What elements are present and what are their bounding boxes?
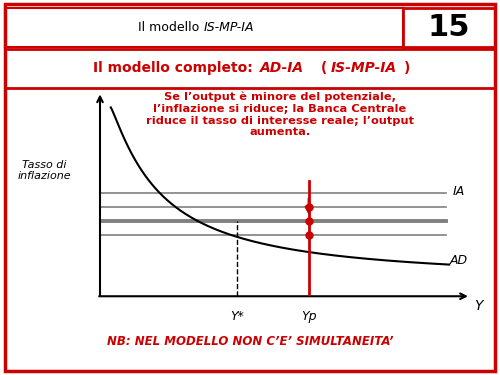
Text: Il modello: Il modello xyxy=(138,21,204,34)
Text: Yp: Yp xyxy=(301,310,316,323)
Text: IS-MP-IA: IS-MP-IA xyxy=(204,21,254,34)
Text: Y*: Y* xyxy=(230,310,243,323)
Text: AD-IA: AD-IA xyxy=(260,62,304,75)
Text: ): ) xyxy=(404,62,410,75)
Text: Y: Y xyxy=(474,299,482,313)
Text: Tasso di
inflazione: Tasso di inflazione xyxy=(18,160,71,182)
Text: IS-MP-IA: IS-MP-IA xyxy=(331,62,397,75)
Text: Se l’output è minore del potenziale,
l’inflazione si riduce; la Banca Centrale
r: Se l’output è minore del potenziale, l’i… xyxy=(146,92,414,137)
Text: (: ( xyxy=(316,62,328,75)
Text: Il modello completo:: Il modello completo: xyxy=(93,62,258,75)
Text: 15: 15 xyxy=(428,13,470,42)
Text: AD: AD xyxy=(449,254,468,267)
Text: NB: NEL MODELLO NON C’E’ SIMULTANEITA’: NB: NEL MODELLO NON C’E’ SIMULTANEITA’ xyxy=(107,335,393,348)
Text: IA: IA xyxy=(453,185,465,198)
